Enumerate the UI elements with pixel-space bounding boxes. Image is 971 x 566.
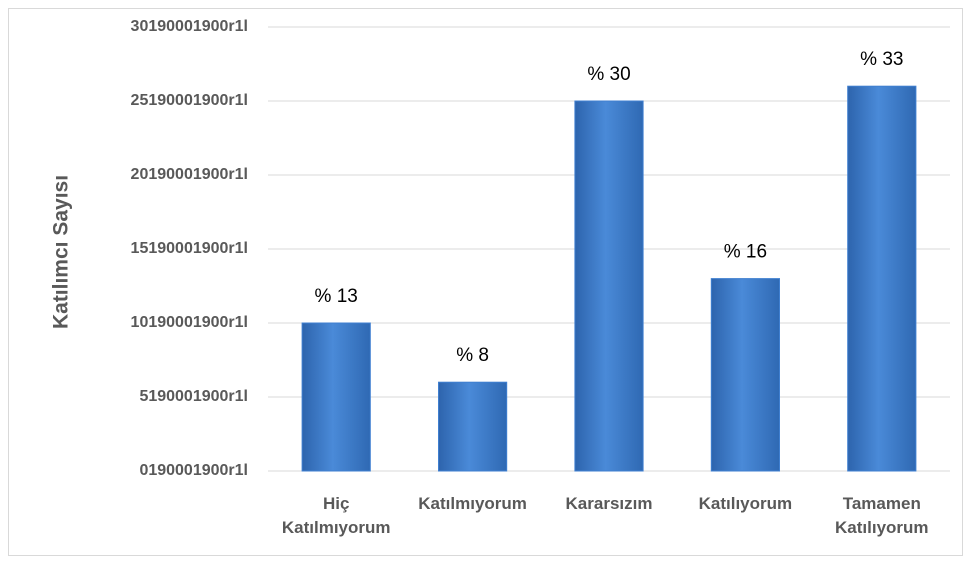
data-label: % 30 xyxy=(587,64,630,85)
bar xyxy=(574,100,644,472)
x-tick-label: Katılıyorum xyxy=(698,494,793,513)
y-tick-label: 25190001900r1l xyxy=(131,92,248,109)
y-tick-label: 30190001900r1l xyxy=(131,18,248,35)
chart-border xyxy=(8,8,963,556)
bar xyxy=(847,85,917,472)
data-label: % 33 xyxy=(860,49,903,70)
bar xyxy=(710,278,780,472)
x-tick-label: Tamamen Katılıyorum xyxy=(835,494,929,537)
data-label: % 8 xyxy=(456,345,489,366)
bar xyxy=(301,322,371,472)
x-tick-label: Kararsızım xyxy=(565,494,653,513)
data-label: % 13 xyxy=(315,286,358,307)
y-tick-label: 5190001900r1l xyxy=(139,388,248,405)
x-tick-label: Katılmıyorum xyxy=(418,494,527,513)
bar xyxy=(438,381,508,472)
y-axis-title: Katılımcı Sayısı xyxy=(50,175,73,329)
y-tick-label: 0190001900r1l xyxy=(139,462,248,479)
x-tick-label: Hiç Katılmıyorum xyxy=(281,494,391,537)
y-tick-label: 20190001900r1l xyxy=(131,166,248,183)
y-tick-label: 10190001900r1l xyxy=(131,314,248,331)
data-label: % 16 xyxy=(724,242,767,263)
y-tick-label: 15190001900r1l xyxy=(131,240,248,257)
